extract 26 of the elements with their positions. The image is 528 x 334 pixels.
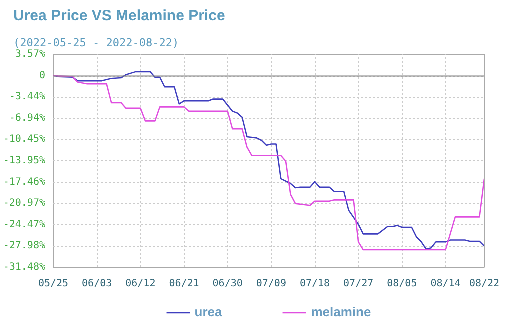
legend-label: urea: [194, 304, 222, 320]
x-tick-label: 06/12: [126, 278, 156, 290]
x-tick-label: 08/22: [469, 278, 500, 290]
y-tick-label: 3.57%: [15, 49, 46, 60]
y-tick-label: -6.94%: [9, 112, 46, 124]
x-tick-label: 06/21: [169, 278, 200, 290]
y-tick-label: 0: [39, 70, 46, 82]
legend-label: melamine: [311, 304, 372, 320]
x-tick-label: 06/03: [82, 278, 112, 290]
y-tick-label: -31.48%: [3, 262, 46, 273]
y-tick-label: -20.97%: [3, 198, 46, 210]
x-tick-label: 08/05: [387, 278, 418, 290]
y-tick-label: -3.44%: [9, 92, 46, 103]
x-tick-label: 07/18: [300, 278, 330, 290]
x-tick-label: 08/14: [430, 278, 461, 290]
y-tick-label: -24.47%: [3, 219, 46, 230]
y-tick-label: -13.95%: [3, 155, 46, 166]
y-tick-label: -27.98%: [3, 240, 46, 252]
x-tick-label: 06/30: [212, 278, 243, 290]
x-tick-label: 05/25: [38, 278, 69, 290]
x-tick-label: 07/27: [344, 278, 374, 290]
chart-title: Urea Price VS Melamine Price: [14, 8, 226, 24]
y-tick-label: -17.46%: [3, 176, 46, 188]
chart-subtitle: (2022-05-25 - 2022-08-22): [14, 36, 180, 50]
x-tick-label: 07/09: [256, 278, 286, 290]
y-tick-label: -10.45%: [3, 134, 46, 146]
